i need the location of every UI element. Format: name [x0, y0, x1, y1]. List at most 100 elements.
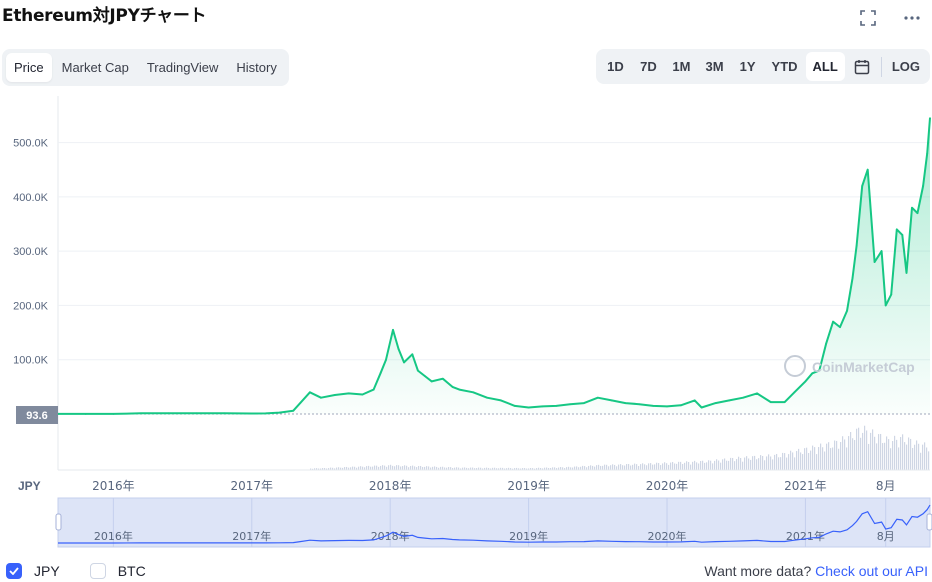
volume-bar	[824, 451, 826, 470]
volume-bar	[410, 465, 412, 470]
volume-bar	[392, 465, 394, 470]
volume-bar	[598, 464, 600, 470]
api-note: Want more data? Check out our API	[704, 563, 928, 579]
volume-bar	[668, 464, 670, 470]
range-1d[interactable]: 1D	[607, 59, 624, 74]
volume-bar	[580, 466, 582, 470]
fullscreen-icon[interactable]	[858, 8, 878, 28]
legend-item-btc[interactable]: BTC	[89, 563, 146, 579]
range-ytd[interactable]: YTD	[771, 59, 798, 74]
price-point	[818, 369, 821, 372]
volume-bar	[830, 448, 832, 470]
price-point	[167, 412, 170, 415]
volume-bar	[696, 462, 698, 470]
volume-bar	[310, 468, 312, 470]
calendar-button[interactable]	[846, 52, 878, 81]
x-tick-label: 2021年	[784, 479, 827, 493]
navigator-tick-label: 2020年	[648, 529, 687, 543]
volume-bar	[326, 468, 328, 470]
price-point	[195, 412, 198, 415]
volume-bar	[624, 465, 626, 470]
volume-bar	[470, 467, 472, 470]
volume-bar	[698, 463, 700, 470]
chart-type-tabs: Price Market Cap TradingView History	[2, 49, 289, 86]
price-point	[385, 358, 387, 361]
api-link[interactable]: Check out our API	[815, 563, 928, 579]
volume-bar	[886, 436, 888, 470]
volume-bar	[416, 467, 418, 470]
volume-bar	[524, 468, 526, 470]
volume-bar	[330, 467, 332, 470]
volume-bar	[626, 464, 628, 470]
volume-bar	[538, 467, 540, 470]
volume-bar	[720, 462, 722, 470]
volume-bar	[832, 447, 834, 470]
price-point	[309, 391, 311, 394]
range-1m[interactable]: 1M	[672, 59, 691, 74]
volume-bar	[644, 464, 646, 470]
volume-bar	[434, 466, 436, 470]
tab-history[interactable]: History	[236, 60, 277, 75]
volume-bar	[394, 466, 396, 470]
volume-bar	[732, 457, 734, 470]
volume-bar	[376, 465, 378, 470]
range-1y[interactable]: 1Y	[739, 59, 756, 74]
watermark-logo	[784, 355, 806, 377]
volume-bar	[458, 467, 460, 470]
volume-bar	[900, 437, 902, 470]
price-point	[541, 405, 544, 408]
volume-bar	[778, 457, 780, 470]
volume-bar	[418, 466, 420, 470]
volume-bar	[510, 468, 512, 470]
price-line	[58, 118, 931, 415]
price-point	[451, 385, 454, 388]
price-point	[880, 250, 883, 253]
price-point	[866, 168, 869, 171]
range-all[interactable]: ALL	[805, 52, 845, 81]
time-range-selector: 1D 7D 1M 3M 1Y YTD ALL LOG	[596, 49, 930, 84]
navigator-window	[57, 497, 931, 548]
volume-bar	[890, 448, 892, 470]
volume-bar	[704, 462, 706, 470]
volume-bar	[564, 468, 566, 470]
volume-bar	[552, 467, 554, 470]
volume-bar	[540, 468, 542, 470]
range-7d[interactable]: 7D	[640, 59, 657, 74]
range-3m[interactable]: 3M	[705, 59, 724, 74]
volume-bar	[872, 429, 874, 470]
volume-bar	[736, 459, 738, 470]
volume-bar	[514, 468, 516, 470]
price-point	[666, 405, 668, 408]
volume-bar	[924, 442, 926, 470]
tab-price[interactable]: Price	[6, 53, 52, 82]
volume-bar	[560, 467, 562, 470]
navigator-tick-label: 2016年	[94, 529, 133, 543]
legend-item-jpy[interactable]: JPY	[6, 563, 60, 579]
volume-bar	[496, 468, 498, 470]
volume-bar	[368, 465, 370, 470]
volume-bar	[908, 437, 910, 470]
price-point	[397, 347, 400, 350]
price-point	[846, 309, 848, 312]
log-toggle[interactable]: LOG	[891, 59, 920, 74]
volume-bar	[550, 467, 552, 470]
volume-bar	[928, 451, 930, 470]
checkbox-btc[interactable]	[89, 563, 106, 579]
tab-tradingview[interactable]: TradingView	[146, 60, 219, 75]
volume-bar	[356, 467, 358, 470]
volume-bar	[464, 467, 466, 470]
price-point	[555, 404, 558, 407]
tab-market-cap[interactable]: Market Cap	[61, 60, 129, 75]
volume-bar	[602, 465, 604, 470]
volume-bar	[870, 432, 872, 470]
volume-bar	[478, 467, 480, 470]
volume-bar	[790, 450, 792, 470]
checkbox-jpy[interactable]	[6, 563, 22, 579]
volume-bar	[578, 467, 580, 470]
volume-bar	[442, 466, 444, 470]
volume-bar	[548, 468, 550, 470]
volume-bar	[430, 467, 432, 470]
more-icon[interactable]	[902, 8, 922, 28]
volume-bar	[716, 459, 718, 470]
